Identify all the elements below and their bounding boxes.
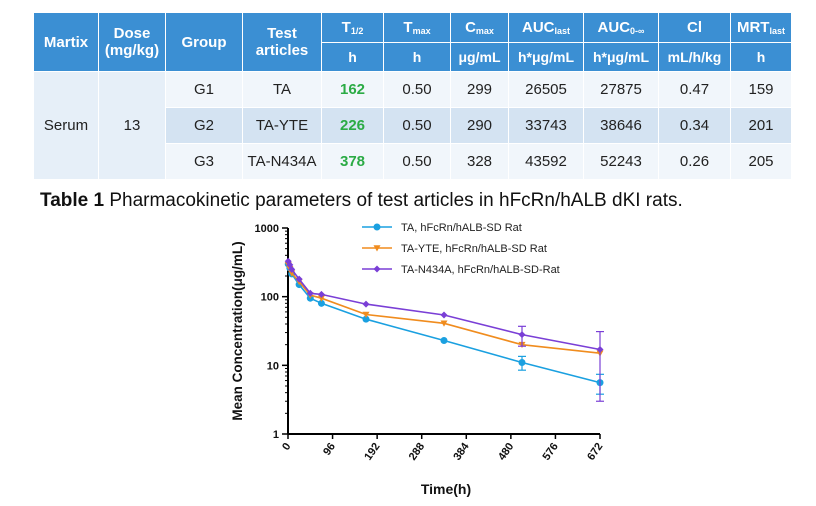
data-point xyxy=(317,290,325,298)
data-point xyxy=(295,275,303,283)
dose-cell: 13 xyxy=(99,72,165,179)
header-martix: Martix xyxy=(34,13,98,71)
data-point xyxy=(317,295,325,302)
x-tick-label: 0 xyxy=(280,441,293,453)
group-cell: G3 xyxy=(166,144,242,179)
unit-cl: mL/h/kg xyxy=(659,43,730,71)
cl-cell: 0.34 xyxy=(659,108,730,143)
data-point xyxy=(518,331,526,339)
tmax-cell: 0.50 xyxy=(384,108,450,143)
unit-mrt: h xyxy=(731,43,791,71)
article-cell: TA xyxy=(243,72,321,107)
data-point xyxy=(440,320,448,327)
header-auc-inf: AUC0-∞ xyxy=(584,13,658,42)
t-half-cell: 226 xyxy=(322,108,383,143)
legend-label: TA-N434A, hFcRn/hALB-SD-Rat xyxy=(401,264,560,276)
table-row: Serum 13 G1 TA 162 0.50 299 26505 27875 … xyxy=(34,72,791,179)
auc-inf-cell: 38646 xyxy=(584,108,658,143)
group-cell: G2 xyxy=(166,108,242,143)
data-point xyxy=(288,265,296,273)
cl-cell: 0.26 xyxy=(659,144,730,179)
unit-cmax: μg/mL xyxy=(451,43,508,71)
cmax-cell: 290 xyxy=(451,108,508,143)
pk-parameters-table: Martix Dose (mg/kg) Group Test articles T1… xyxy=(33,12,792,180)
auc-last-cell: 43592 xyxy=(509,144,583,179)
mrt-cell: 159 xyxy=(731,72,791,107)
unit-tmax: h xyxy=(384,43,450,71)
header-tmax: Tmax xyxy=(384,13,450,42)
auc-inf-cell: 52243 xyxy=(584,144,658,179)
x-tick-label: 480 xyxy=(496,441,516,463)
tmax-cell: 0.50 xyxy=(384,72,450,107)
y-tick-label: 10 xyxy=(267,360,279,372)
auc-last-cell: 33743 xyxy=(509,108,583,143)
tmax-cell: 0.50 xyxy=(384,144,450,179)
unit-auc-last: h*μg/mL xyxy=(509,43,583,71)
cl-cell: 0.47 xyxy=(659,72,730,107)
matrix-cell: Serum xyxy=(34,72,98,179)
table-caption: Table 1 Pharmacokinetic parameters of te… xyxy=(40,190,683,212)
data-point xyxy=(440,311,448,319)
legend-marker xyxy=(373,265,381,273)
data-point xyxy=(596,346,604,354)
pk-concentration-chart: 1 10 100 1000 0 96 192 288 384 480 576 672 Time(h) Me… xyxy=(230,222,605,497)
t-half-cell: 378 xyxy=(322,144,383,179)
header-group: Group xyxy=(166,13,242,71)
mrt-cell: 205 xyxy=(731,144,791,179)
table-row: G2 TA-YTE 226 0.50 290 33743 38646 0.34 … xyxy=(34,108,791,143)
header-cmax: Cmax xyxy=(451,13,508,42)
auc-last-cell: 26505 xyxy=(509,72,583,107)
cmax-cell: 299 xyxy=(451,72,508,107)
legend-label: TA-YTE, hFcRn/hALB-SD Rat xyxy=(401,243,547,255)
data-point xyxy=(286,261,294,269)
mrt-cell: 201 xyxy=(731,108,791,143)
header-mrt: MRTlast xyxy=(731,13,791,42)
data-point xyxy=(362,311,370,318)
header-cl: Cl xyxy=(659,13,730,42)
x-tick-label: 384 xyxy=(451,440,472,463)
caption-text: Pharmacokinetic parameters of test artic… xyxy=(104,190,683,211)
article-cell: TA-YTE xyxy=(243,108,321,143)
unit-t-half: h xyxy=(322,43,383,71)
auc-inf-cell: 27875 xyxy=(584,72,658,107)
data-point xyxy=(306,289,314,297)
header-dose: Dose (mg/kg) xyxy=(99,13,165,71)
x-axis-label: Time(h) xyxy=(421,481,471,497)
unit-auc-inf: h*μg/mL xyxy=(584,43,658,71)
legend-marker xyxy=(373,223,381,231)
header-test-articles: Test articles xyxy=(243,13,321,71)
data-point xyxy=(362,315,370,323)
x-tick-label: 192 xyxy=(362,441,382,463)
group-cell: G1 xyxy=(166,72,242,107)
legend-label: TA, hFcRn/hALB-SD Rat xyxy=(401,222,522,234)
y-tick-label: 1000 xyxy=(255,223,279,235)
data-point xyxy=(317,299,325,307)
x-tick-label: 672 xyxy=(585,441,605,463)
cmax-cell: 328 xyxy=(451,144,508,179)
y-axis-label: Mean Concentration(μg/mL) xyxy=(230,241,245,420)
t-half-cell: 162 xyxy=(322,72,383,107)
data-point xyxy=(440,336,448,344)
y-tick-label: 100 xyxy=(261,292,279,304)
x-tick-label: 96 xyxy=(321,441,338,458)
header-auc-last: AUClast xyxy=(509,13,583,42)
article-cell: TA-N434A xyxy=(243,144,321,179)
data-point xyxy=(362,300,370,308)
x-tick-label: 576 xyxy=(541,441,561,463)
header-t-half: T1/2 xyxy=(322,13,383,42)
x-tick-label: 288 xyxy=(407,441,427,463)
table-row: G3 TA-N434A 378 0.50 328 43592 52243 0.2… xyxy=(34,144,791,179)
caption-label: Table 1 xyxy=(40,190,105,211)
data-point xyxy=(518,358,526,366)
legend-marker xyxy=(373,245,381,252)
y-tick-label: 1 xyxy=(273,429,279,441)
